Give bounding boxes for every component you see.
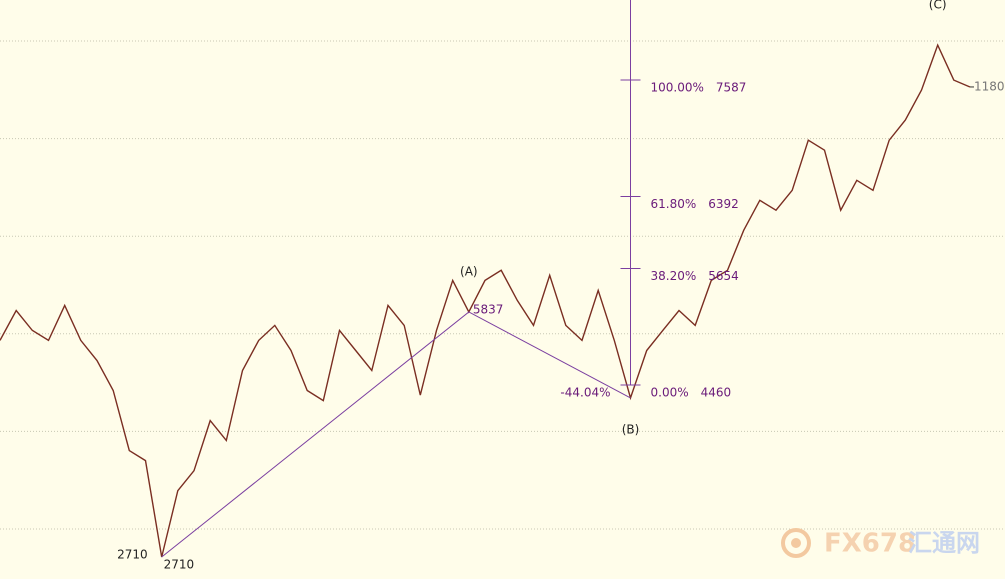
fib-price-label: 5654 <box>708 269 739 283</box>
retracement-label: -44.04% <box>560 386 610 400</box>
fib-ratio-label: 100.00% <box>651 81 704 95</box>
wave-label: (A) <box>460 264 478 278</box>
wave-line <box>161 311 631 558</box>
wave-price-label: 5837 <box>473 302 504 316</box>
low-label: 2710 <box>164 558 195 572</box>
watermark-logo <box>781 528 811 558</box>
wave-label: (C) <box>929 0 947 12</box>
watermark-brand: FX678 <box>824 529 916 559</box>
price-line <box>0 43 971 558</box>
watermark-name: 汇通网 <box>908 529 980 557</box>
fib-ratio-label: 38.20% <box>651 269 697 283</box>
watermark: FX678 汇通网 <box>781 528 980 559</box>
fib-ratio-label: 0.00% <box>651 386 689 400</box>
watermark-logo-core <box>791 538 801 548</box>
last-price-label: 11806 <box>974 79 1005 93</box>
fib-price-label: 4460 <box>701 386 732 400</box>
fib-price-label: 7587 <box>716 81 747 95</box>
fib-ratio-label: 61.80% <box>651 197 697 211</box>
wave-label: (B) <box>622 422 640 436</box>
low-label: 2710 <box>117 548 148 562</box>
fib-price-label: 6392 <box>708 197 739 211</box>
